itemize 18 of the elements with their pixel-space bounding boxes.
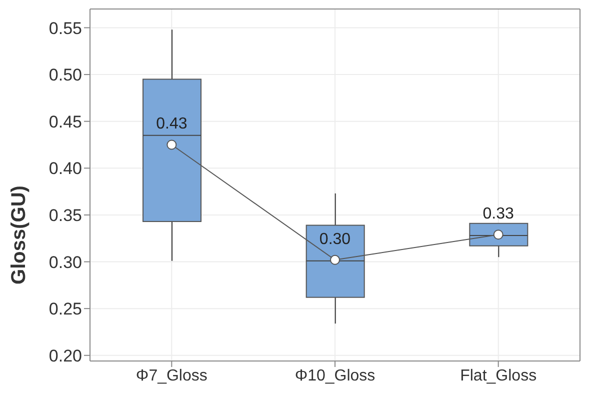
- x-tick-label: Flat_Gloss: [460, 367, 537, 384]
- y-tick-label: 0.30: [48, 252, 82, 272]
- data-label: 0.33: [482, 206, 514, 223]
- x-tick-label: Φ10_Gloss: [294, 367, 376, 384]
- y-axis-title: Gloss(GU): [8, 186, 30, 284]
- y-tick-label: 0.50: [48, 66, 82, 85]
- y-tick-label: 0.35: [48, 206, 82, 225]
- point: [330, 254, 340, 265]
- y-tick-label: 0.55: [48, 18, 82, 38]
- y-tick-label: 0.25: [48, 300, 82, 319]
- x-tick-label: Φ7_Gloss: [136, 367, 208, 384]
- y-tick-label: 0.45: [48, 112, 82, 132]
- y-tick-label: 0.20: [48, 346, 82, 366]
- point: [493, 230, 504, 240]
- data-label: 0.43: [156, 116, 188, 133]
- point: [166, 140, 177, 150]
- data-label: 0.30: [319, 230, 351, 248]
- y-tick-label: 0.40: [48, 159, 82, 178]
